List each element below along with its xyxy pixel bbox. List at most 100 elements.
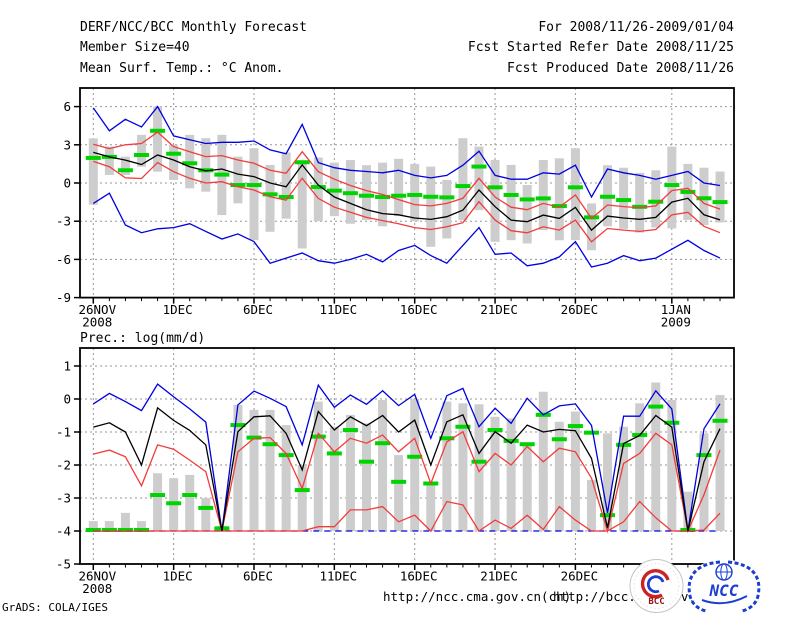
spread-bar	[490, 416, 500, 531]
observation-dash	[278, 195, 294, 200]
spread-bar	[651, 382, 661, 531]
x-tick-sublabel: 2008	[82, 581, 112, 596]
x-tick-sublabel: 2008	[82, 315, 112, 330]
spread-bar	[153, 106, 163, 172]
x-tick-label: 26DEC	[561, 302, 599, 317]
observation-dash	[600, 194, 616, 199]
x-tick-label: 16DEC	[400, 302, 438, 317]
observation-dash	[519, 442, 535, 447]
y-tick-label: -6	[56, 252, 71, 267]
spread-bar	[715, 171, 725, 223]
observation-dash	[407, 192, 423, 197]
x-tick-label: 16DEC	[400, 569, 438, 584]
observation-dash	[85, 528, 101, 533]
observation-dash	[632, 204, 648, 209]
observation-dash	[567, 185, 583, 190]
spread-bar	[233, 156, 243, 204]
observation-dash	[310, 434, 326, 439]
x-tick-label: 21DEC	[480, 302, 518, 317]
forecast-range-label: For 2008/11/26-2009/01/04	[538, 20, 734, 35]
x-tick-label: 26NOV	[78, 569, 116, 584]
observation-dash	[230, 183, 246, 188]
observation-dash	[150, 128, 166, 133]
observation-dash	[583, 430, 599, 435]
spread-bar	[120, 156, 130, 175]
ensemble-max-line	[92, 105, 721, 199]
spread-bar	[281, 425, 291, 531]
spread-bar	[394, 455, 404, 531]
observation-dash	[230, 423, 246, 428]
observation-dash	[294, 488, 310, 493]
ensemble-max-line	[92, 383, 721, 532]
x-tick-label: 11DEC	[320, 569, 358, 584]
observation-dash	[262, 442, 278, 447]
spread-bar	[265, 164, 275, 232]
observation-dash	[680, 189, 696, 194]
observation-dash	[423, 194, 439, 199]
spread-bar	[554, 421, 564, 531]
observation-dash	[198, 505, 214, 510]
observation-dash	[326, 451, 342, 456]
refer-date-label: Fcst Started Refer Date 2008/11/25	[467, 40, 734, 55]
y-tick-label: -3	[56, 491, 71, 506]
observation-dash	[551, 437, 567, 442]
spread-bar	[88, 138, 98, 205]
x-tick-label: 1DEC	[163, 302, 193, 317]
spread-bar	[586, 479, 596, 531]
x-tick-sublabel: 2009	[661, 315, 691, 330]
spread-bar	[442, 401, 452, 531]
spread-bar	[345, 414, 355, 531]
observation-dash	[85, 155, 101, 160]
observation-dash	[342, 428, 358, 433]
spread-bar	[329, 426, 339, 531]
observation-dash	[342, 191, 358, 196]
ncc-url: http://ncc.cma.gov.cn(ch)	[383, 589, 572, 604]
spread-bar	[635, 172, 645, 233]
observation-dash	[246, 183, 262, 188]
observation-dashes	[85, 128, 728, 220]
observation-dash	[166, 151, 182, 156]
observation-dash	[648, 199, 664, 204]
spread-bar	[410, 399, 420, 531]
observation-dash	[246, 435, 262, 440]
spread-bar	[201, 498, 211, 531]
observation-dash	[182, 161, 198, 166]
spread-bar	[699, 433, 709, 531]
spread-bar	[538, 159, 548, 231]
spread-bar	[458, 403, 468, 531]
prec-chart-title: Prec.: log(mm/d)	[80, 331, 206, 346]
agency-logos: BCC NCC	[629, 559, 762, 613]
spread-bar	[104, 521, 114, 531]
observation-dash	[696, 196, 712, 201]
observation-dash	[182, 493, 198, 498]
ensemble-mean-line	[93, 151, 721, 232]
bcc-logo-label: BCC	[648, 597, 664, 607]
x-tick-label: 26NOV	[78, 302, 116, 317]
observation-dash	[471, 164, 487, 169]
spread-bar	[249, 409, 259, 531]
bcc-logo: BCC	[629, 559, 684, 613]
spread-bar	[442, 179, 452, 239]
observation-dash	[310, 185, 326, 190]
y-tick-label: 3	[63, 137, 71, 152]
observation-dash	[696, 453, 712, 458]
spread-bar	[458, 138, 468, 221]
spread-bar	[619, 426, 629, 531]
y-tick-label: -9	[56, 290, 71, 305]
spread-bar	[120, 512, 130, 531]
spread-bar	[104, 146, 114, 175]
spread-bar	[474, 404, 484, 531]
spread-bar	[281, 152, 291, 219]
observation-dash	[375, 441, 391, 446]
y-tick-label: 6	[63, 99, 71, 114]
observation-dash	[294, 160, 310, 165]
observation-dash	[503, 438, 519, 443]
upper-percentile-line	[93, 131, 721, 220]
observation-dash	[455, 184, 471, 189]
x-tick-label: 1DEC	[163, 569, 193, 584]
spread-bar	[378, 399, 388, 531]
y-tick-label: -2	[56, 458, 71, 473]
